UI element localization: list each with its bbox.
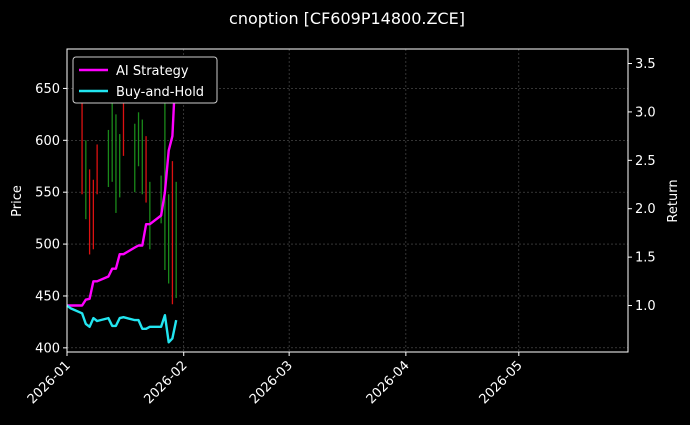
- x-tick-label: 2026-03: [247, 358, 296, 407]
- legend: AI Strategy Buy-and-Hold: [72, 56, 218, 104]
- series-line-ai-strategy: [67, 57, 178, 307]
- y-axis-left: 400 450 500 550 600 650: [35, 82, 67, 356]
- y-axis-right-label: Return: [666, 179, 681, 222]
- plot-frame: [66, 48, 629, 353]
- x-tick-label: 2026-01: [25, 358, 74, 407]
- chart-title: cnoption [CF609P14800.ZCE]: [229, 9, 465, 28]
- y-axis-left-label: Price: [10, 185, 25, 217]
- candle-layer: [81, 75, 177, 305]
- x-axis: 2026-01 2026-02 2026-03 2026-04 2026-05: [25, 352, 526, 407]
- y-left-tick-label: 450: [35, 289, 60, 304]
- y-left-tick-label: 650: [35, 82, 60, 97]
- legend-box: [72, 56, 218, 104]
- y-right-tick-label: 3.5: [635, 57, 656, 72]
- y-left-tick-label: 600: [35, 134, 60, 149]
- legend-label-buy-and-hold: Buy-and-Hold: [116, 85, 204, 100]
- series-line-buy-and-hold: [66, 304, 178, 344]
- legend-label-ai-strategy: AI Strategy: [116, 64, 189, 79]
- y-left-tick-label: 550: [35, 186, 60, 201]
- y-right-tick-label: 2.5: [635, 154, 656, 169]
- y-right-tick-label: 1.5: [635, 251, 656, 266]
- y-left-tick-label: 500: [35, 238, 60, 253]
- y-right-tick-label: 1.0: [635, 299, 656, 314]
- y-left-tick-label: 400: [35, 341, 60, 356]
- y-right-tick-label: 2.0: [635, 202, 656, 217]
- x-tick-label: 2026-02: [142, 358, 191, 407]
- x-tick-label: 2026-04: [364, 358, 413, 407]
- y-right-tick-label: 3.0: [635, 105, 656, 120]
- y-axis-right: 1.0 1.5 2.0 2.5 3.0 3.5: [628, 57, 656, 314]
- series-layer: [66, 57, 178, 344]
- x-tick-label: 2026-05: [477, 358, 526, 407]
